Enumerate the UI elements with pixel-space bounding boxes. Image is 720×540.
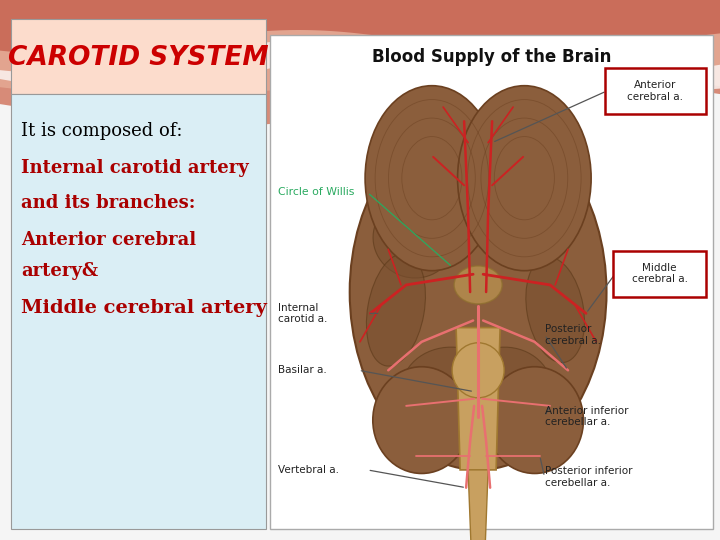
Ellipse shape [452, 343, 504, 398]
Ellipse shape [366, 254, 426, 366]
Text: Blood Supply of the Brain: Blood Supply of the Brain [372, 48, 611, 66]
Ellipse shape [373, 199, 455, 278]
Text: CAROTID SYSTEM: CAROTID SYSTEM [9, 45, 269, 71]
Text: and its branches:: and its branches: [21, 194, 195, 212]
Polygon shape [456, 328, 500, 470]
FancyBboxPatch shape [11, 19, 266, 94]
FancyBboxPatch shape [11, 94, 266, 529]
Text: Middle cerebral artery: Middle cerebral artery [21, 299, 266, 317]
Text: Internal carotid artery: Internal carotid artery [21, 159, 248, 177]
Text: Posterior inferior
cerebellar a.: Posterior inferior cerebellar a. [544, 466, 632, 488]
Ellipse shape [458, 86, 591, 271]
FancyBboxPatch shape [613, 251, 706, 296]
Polygon shape [0, 0, 720, 97]
Ellipse shape [454, 266, 502, 304]
Text: Basilar a.: Basilar a. [278, 365, 327, 375]
Ellipse shape [373, 367, 470, 474]
Ellipse shape [455, 347, 552, 436]
Polygon shape [468, 470, 488, 540]
Ellipse shape [526, 257, 585, 362]
Text: Anterior cerebral: Anterior cerebral [21, 231, 196, 249]
Polygon shape [0, 0, 720, 54]
Text: It is composed of:: It is composed of: [21, 122, 182, 140]
Text: Circle of Willis: Circle of Willis [278, 187, 354, 198]
FancyBboxPatch shape [605, 68, 706, 114]
FancyBboxPatch shape [270, 35, 713, 529]
Text: Posterior
cerebral a.: Posterior cerebral a. [544, 324, 600, 346]
Text: Anterior
cerebral a.: Anterior cerebral a. [627, 80, 683, 102]
Ellipse shape [401, 347, 504, 436]
Ellipse shape [350, 114, 606, 470]
Ellipse shape [493, 192, 565, 264]
Ellipse shape [486, 367, 583, 474]
Text: Internal
carotid a.: Internal carotid a. [278, 302, 328, 324]
Ellipse shape [365, 86, 499, 271]
Text: Vertebral a.: Vertebral a. [278, 465, 339, 475]
Text: Middle
cerebral a.: Middle cerebral a. [631, 262, 688, 284]
Polygon shape [0, 0, 720, 127]
Text: Anterior inferior
cerebellar a.: Anterior inferior cerebellar a. [544, 406, 628, 427]
Polygon shape [0, 37, 720, 90]
Text: artery&: artery& [21, 262, 98, 280]
